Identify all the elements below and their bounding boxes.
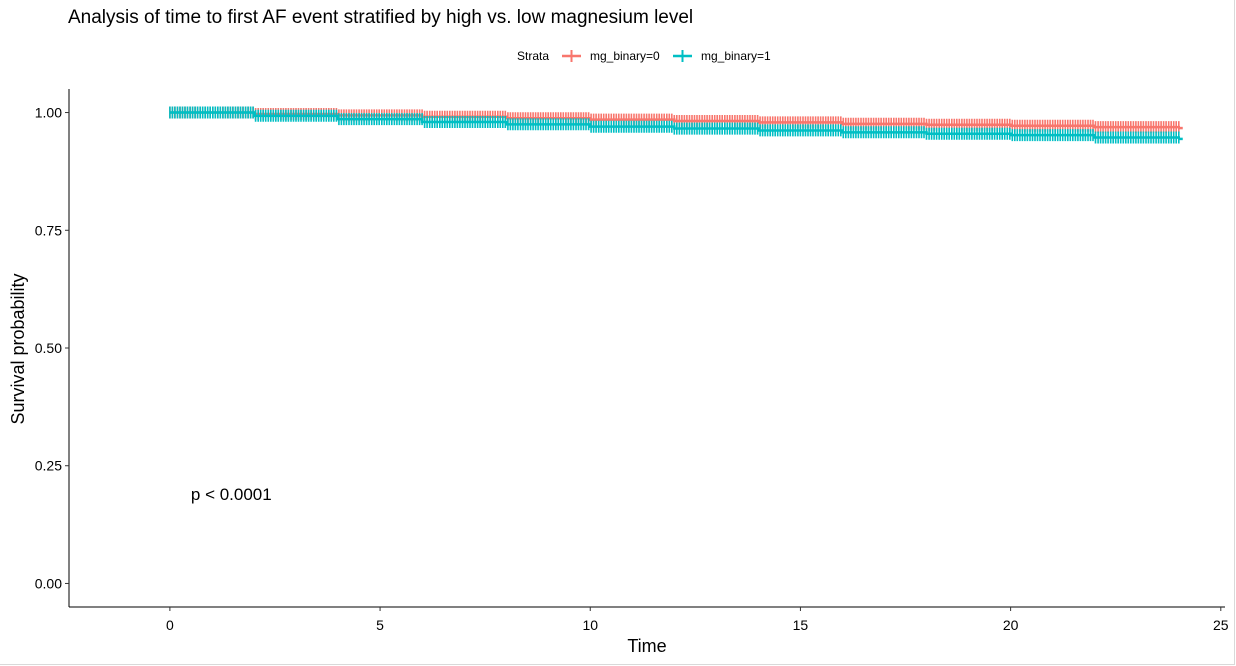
y-tick-label: 0.00 — [35, 575, 62, 591]
x-axis-ticks: 0 5 10 15 20 25 — [166, 607, 1229, 633]
x-tick-label: 0 — [166, 617, 174, 633]
x-tick-label: 5 — [376, 617, 384, 633]
legend-item-mg-binary-0: mg_binary=0 — [562, 49, 660, 63]
legend-label: mg_binary=1 — [701, 49, 771, 63]
legend-label: mg_binary=0 — [590, 49, 660, 63]
x-tick-label: 20 — [1003, 617, 1019, 633]
legend-item-mg-binary-1: mg_binary=1 — [673, 49, 771, 63]
x-axis-label: Time — [627, 636, 666, 656]
y-axis-label: Survival probability — [8, 273, 28, 424]
y-tick-label: 0.25 — [35, 458, 62, 474]
y-tick-label: 1.00 — [35, 105, 62, 121]
p-value-annotation: p < 0.0001 — [191, 485, 272, 504]
x-tick-label: 25 — [1213, 617, 1229, 633]
series-mg-binary-1 — [169, 106, 1183, 144]
legend: Strata mg_binary=0 mg_binary=1 — [517, 49, 771, 63]
legend-title: Strata — [517, 49, 549, 63]
chart-title: Analysis of time to first AF event strat… — [68, 7, 693, 28]
plot-area: 0.00 0.25 0.50 0.75 1.00 0 5 10 15 20 25 — [35, 89, 1229, 633]
censor-marks — [169, 106, 1180, 144]
series-layer — [169, 106, 1183, 144]
x-tick-label: 10 — [582, 617, 598, 633]
y-tick-label: 0.50 — [35, 340, 62, 356]
y-axis-ticks: 0.00 0.25 0.50 0.75 1.00 — [35, 105, 69, 591]
y-tick-label: 0.75 — [35, 222, 62, 238]
x-tick-label: 15 — [793, 617, 809, 633]
